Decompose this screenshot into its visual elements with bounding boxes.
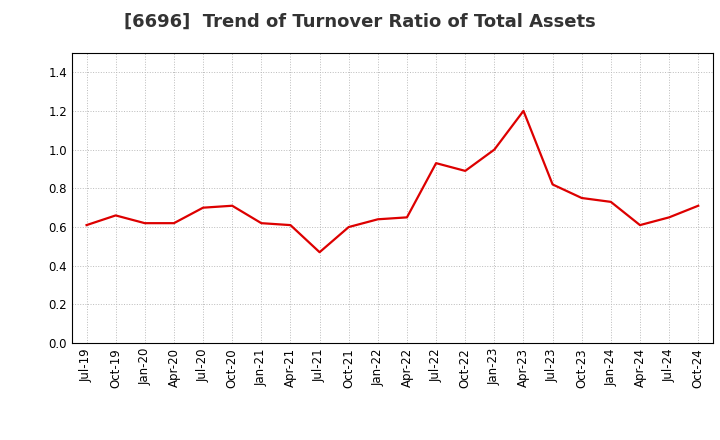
Text: [6696]  Trend of Turnover Ratio of Total Assets: [6696] Trend of Turnover Ratio of Total … [124, 13, 596, 31]
